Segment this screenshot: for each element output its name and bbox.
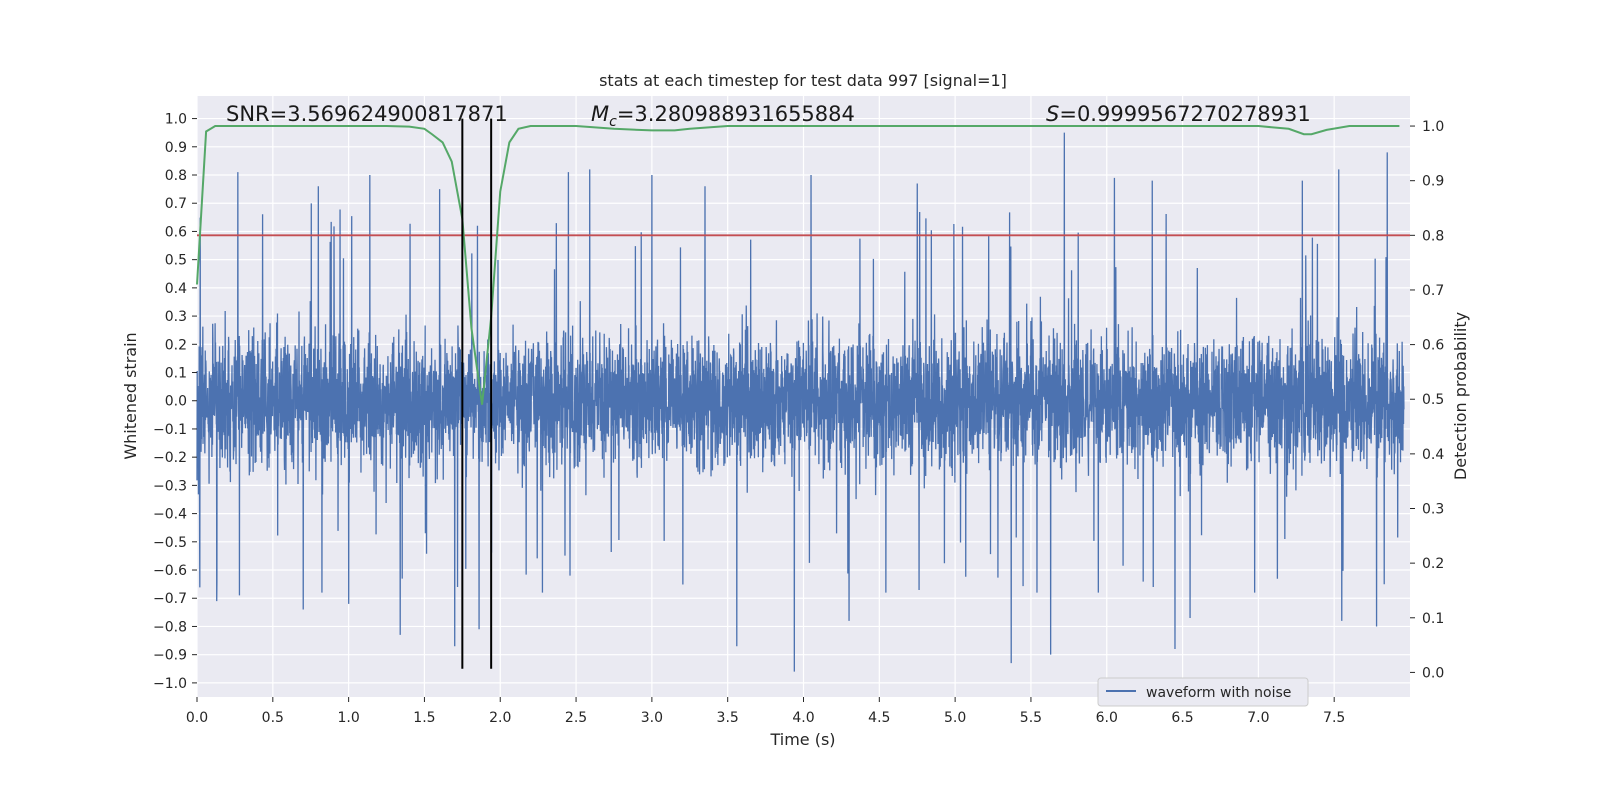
y-axis-label: Whitened strain (121, 332, 140, 459)
x-tick-label: 5.5 (1020, 710, 1042, 726)
y2-tick-label: 0.8 (1422, 228, 1444, 244)
x-tick-label: 4.5 (868, 710, 890, 726)
x-tick-label: 4.0 (792, 710, 814, 726)
y2-tick-label: 1.0 (1422, 119, 1444, 135)
y-tick-label: 0.6 (165, 224, 187, 240)
x-tick-label: 0.0 (186, 710, 208, 726)
y-tick-label: −0.2 (153, 450, 187, 466)
y-tick-label: −0.6 (153, 563, 187, 579)
ticks: 0.0 0.5 1.0 1.5 2.0 2.5 3.0 3.5 4.0 4.5 5.0 5.5 6.0 6… (153, 112, 1444, 726)
waveform-with-noise-line (196, 132, 1405, 672)
score-annotation: S=0.9999567270278931 (1046, 102, 1311, 126)
x-tick-label: 0.5 (262, 710, 284, 726)
y2-tick-label: 0.6 (1422, 338, 1444, 354)
y-tick-label: 0.5 (165, 253, 187, 269)
x-tick-label: 2.5 (565, 710, 587, 726)
chart-title: stats at each timestep for test data 997… (599, 71, 1007, 90)
y-tick-label: 0.7 (165, 196, 187, 212)
overlay (196, 118, 1410, 669)
chirp-mass-symbol: M (591, 102, 609, 126)
detection-probability-line (196, 125, 1400, 405)
y-tick-label: −0.8 (153, 619, 187, 635)
waveform-with-noise-series (196, 132, 1405, 672)
x-tick-label: 6.0 (1096, 710, 1118, 726)
y2-tick-label: 0.5 (1422, 392, 1444, 408)
y2-tick-label: 0.9 (1422, 174, 1444, 190)
score-symbol: S (1046, 102, 1059, 126)
legend-entry: waveform with noise (1146, 685, 1291, 701)
x-tick-label: 7.0 (1247, 710, 1269, 726)
y-tick-label: 0.0 (165, 394, 187, 410)
y2-tick-label: 0.2 (1422, 556, 1444, 572)
chirp-mass-annotation: Mc=3.280988931655884 (591, 102, 855, 130)
y-tick-label: −1.0 (153, 676, 187, 692)
y-tick-label: −0.1 (153, 422, 187, 438)
x-tick-label: 6.5 (1171, 710, 1193, 726)
x-tick-label: 1.5 (413, 710, 435, 726)
y-tick-label: −0.4 (153, 507, 187, 523)
y-tick-label: 0.2 (165, 337, 187, 353)
x-tick-label: 1.0 (337, 710, 359, 726)
x-axis-label: Time (s) (769, 730, 835, 749)
y-tick-label: −0.3 (153, 478, 187, 494)
chirp-mass-value: =3.280988931655884 (617, 102, 855, 126)
y-tick-label: −0.9 (153, 648, 187, 664)
y-tick-label: 0.1 (165, 366, 187, 382)
y-tick-label: 1.0 (165, 112, 187, 128)
score-value: =0.9999567270278931 (1059, 102, 1310, 126)
y-tick-label: −0.5 (153, 535, 187, 551)
y2-tick-label: 0.4 (1422, 447, 1444, 463)
chirp-mass-subscript: c (609, 114, 617, 130)
y2-tick-label: 0.7 (1422, 283, 1444, 299)
y2-tick-label: 0.1 (1422, 611, 1444, 627)
x-tick-label: 5.0 (944, 710, 966, 726)
y2-tick-label: 0.3 (1422, 502, 1444, 518)
y-tick-label: 0.4 (165, 281, 187, 297)
x-tick-label: 7.5 (1323, 710, 1345, 726)
x-tick-label: 3.5 (717, 710, 739, 726)
y-tick-label: 0.9 (165, 140, 187, 156)
y-tick-label: −0.7 (153, 591, 187, 607)
legend-box (1097, 677, 1309, 707)
y-tick-label: 0.8 (165, 168, 187, 184)
x-tick-label: 3.0 (641, 710, 663, 726)
snr-annotation: SNR=3.569624900817871 (226, 102, 508, 126)
y2-axis-label: Detection probability (1451, 312, 1470, 480)
x-tick-label: 2.0 (489, 710, 511, 726)
y2-tick-label: 0.0 (1422, 665, 1444, 681)
legend: waveform with noise (1097, 677, 1309, 707)
y-tick-label: 0.3 (165, 309, 187, 325)
